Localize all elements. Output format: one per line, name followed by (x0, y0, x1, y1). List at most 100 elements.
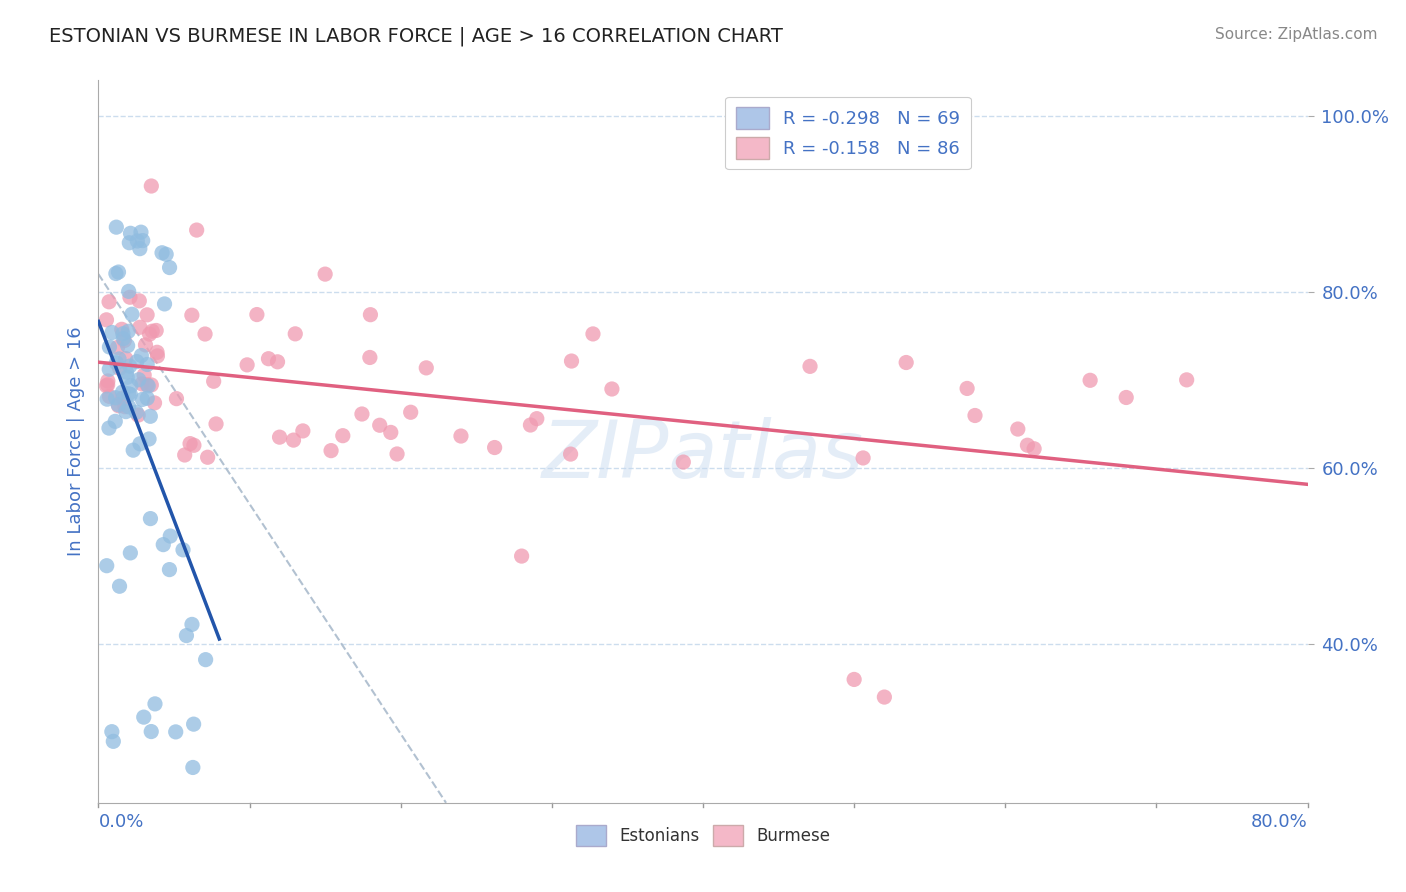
Point (120, 378, 142, 392)
Point (104, 267, 127, 281)
Point (128, 373, 150, 387)
Point (519, 417, 541, 432)
Point (183, 438, 205, 452)
Point (118, 400, 141, 414)
Point (136, 377, 159, 392)
Point (1175, 373, 1198, 387)
Point (103, 734, 125, 748)
Point (560, 354, 582, 368)
Point (205, 417, 228, 431)
Point (127, 408, 149, 422)
Point (246, 308, 269, 322)
Point (136, 308, 159, 322)
Text: 0.0%: 0.0% (98, 814, 143, 831)
Point (118, 285, 141, 299)
Point (107, 265, 129, 279)
Point (97, 377, 120, 392)
Point (139, 511, 162, 525)
Point (143, 697, 166, 711)
Point (122, 443, 145, 458)
Point (284, 326, 307, 341)
Text: Source: ZipAtlas.com: Source: ZipAtlas.com (1215, 27, 1378, 42)
Point (141, 724, 163, 739)
Point (97, 374, 120, 388)
Point (526, 411, 548, 425)
Point (118, 290, 141, 304)
Point (104, 391, 127, 405)
Point (98, 340, 121, 354)
Point (1078, 373, 1101, 387)
Point (129, 225, 152, 239)
Point (131, 349, 153, 363)
Point (134, 368, 156, 382)
Point (600, 382, 623, 396)
Point (266, 355, 288, 369)
Point (145, 323, 167, 337)
Point (120, 227, 142, 241)
Point (165, 724, 187, 739)
Point (108, 351, 131, 366)
Point (127, 234, 149, 248)
Point (138, 327, 160, 342)
Point (844, 673, 866, 687)
Point (146, 349, 169, 363)
Point (180, 308, 202, 322)
Point (105, 220, 128, 235)
Point (172, 542, 194, 557)
Point (359, 351, 381, 365)
Point (96, 392, 118, 407)
Point (319, 443, 342, 458)
Point (120, 387, 142, 401)
Point (269, 430, 291, 444)
Point (236, 358, 259, 372)
Point (155, 247, 177, 261)
Point (107, 398, 129, 412)
Point (873, 690, 896, 704)
Point (399, 405, 422, 419)
Point (98, 294, 121, 309)
Point (963, 409, 986, 423)
Point (385, 447, 408, 461)
Point (105, 356, 128, 370)
Point (120, 546, 142, 560)
Point (111, 391, 134, 405)
Point (96, 378, 118, 392)
Point (415, 360, 437, 375)
Point (128, 242, 150, 256)
Point (118, 359, 141, 373)
Point (1024, 442, 1046, 456)
Point (799, 359, 821, 374)
Point (114, 400, 136, 414)
Point (112, 332, 135, 346)
Point (257, 351, 280, 366)
Point (197, 450, 219, 465)
Point (136, 379, 159, 393)
Point (332, 428, 354, 442)
Point (152, 538, 174, 552)
Point (111, 326, 134, 341)
Point (131, 376, 153, 391)
Point (314, 267, 336, 281)
Point (114, 351, 136, 366)
Text: ESTONIAN VS BURMESE IN LABOR FORCE | AGE > 16 CORRELATION CHART: ESTONIAN VS BURMESE IN LABOR FORCE | AGE… (49, 27, 783, 46)
Point (181, 617, 204, 632)
Point (131, 392, 153, 407)
Point (104, 414, 127, 428)
Point (107, 341, 129, 355)
Point (183, 717, 205, 731)
Point (134, 338, 156, 352)
Point (450, 429, 472, 443)
Point (125, 405, 148, 419)
Point (121, 307, 143, 321)
Legend: Estonians, Burmese: Estonians, Burmese (569, 819, 837, 852)
Text: 80.0%: 80.0% (1251, 814, 1308, 831)
Point (108, 579, 131, 593)
Point (136, 391, 159, 405)
Point (852, 450, 875, 465)
Point (350, 407, 373, 421)
Point (380, 425, 402, 440)
Point (1007, 422, 1029, 436)
Point (96, 558, 118, 573)
Point (101, 326, 124, 340)
Point (117, 324, 139, 338)
